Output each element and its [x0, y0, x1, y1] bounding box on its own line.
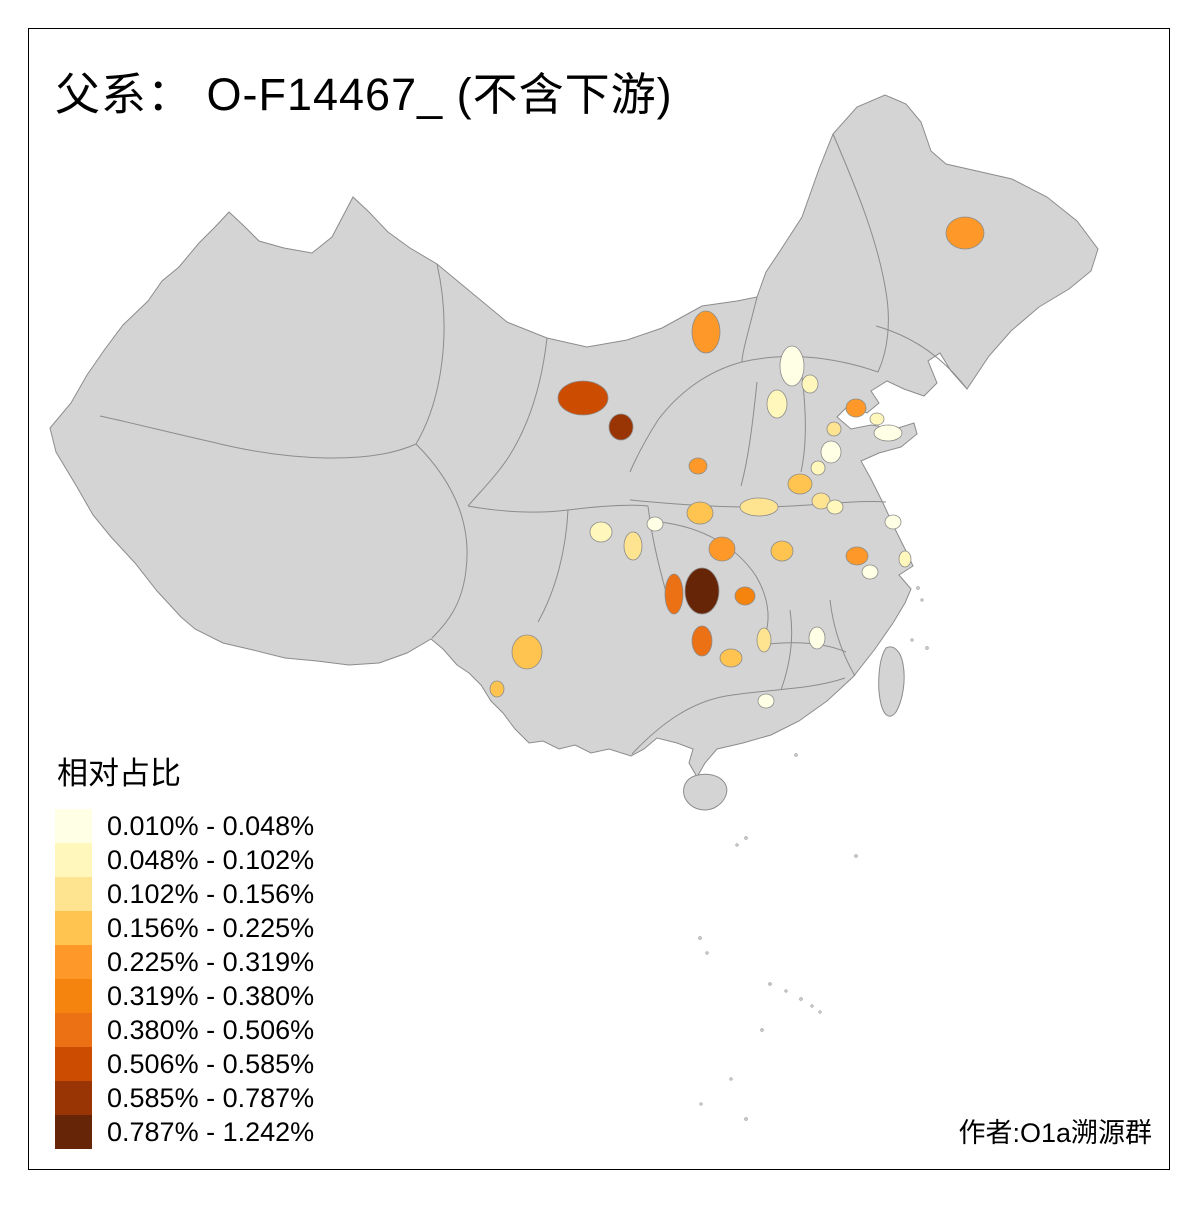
legend-row: 0.225% - 0.319% — [55, 945, 314, 979]
map-region — [608, 413, 634, 441]
legend-swatch — [55, 877, 92, 911]
map-region — [820, 440, 842, 464]
map-region — [808, 626, 826, 650]
legend-row: 0.156% - 0.225% — [55, 911, 314, 945]
map-region — [684, 567, 720, 615]
province-borders — [99, 133, 968, 755]
map-region — [826, 499, 844, 515]
legend-label: 0.380% - 0.506% — [107, 1014, 315, 1045]
legend-label: 0.156% - 0.225% — [107, 912, 315, 943]
map-region — [884, 514, 902, 530]
legend-title: 相对占比 — [57, 756, 181, 791]
legend-row: 0.787% - 1.242% — [55, 1115, 314, 1149]
legend-swatch — [55, 979, 92, 1013]
map-region — [869, 412, 885, 426]
map-region — [691, 310, 721, 354]
map-region — [826, 421, 842, 437]
legend-row: 0.319% - 0.380% — [55, 979, 314, 1013]
small-islands — [698, 586, 929, 1121]
map-region — [811, 492, 831, 510]
attribution: 作者:O1a溯源群 — [958, 1118, 1152, 1148]
taiwan-island — [878, 646, 905, 717]
map-region — [623, 531, 643, 561]
hainan-island — [683, 773, 728, 811]
map-region — [801, 374, 819, 394]
map-region — [589, 521, 613, 543]
legend-label: 0.787% - 1.242% — [107, 1116, 315, 1147]
legend-row: 0.048% - 0.102% — [55, 843, 314, 877]
legend-row: 0.585% - 0.787% — [55, 1081, 314, 1115]
legend-label: 0.506% - 0.585% — [107, 1048, 315, 1079]
map-region — [945, 216, 985, 250]
legend-swatch — [55, 911, 92, 945]
legend-swatch — [55, 1115, 92, 1149]
map-region — [873, 424, 903, 442]
legend: 相对占比 0.010% - 0.048% 0.048% - 0.102% 0.1… — [55, 748, 314, 1149]
map-region — [557, 380, 609, 416]
legend-label: 0.225% - 0.319% — [107, 946, 315, 977]
legend-row: 0.506% - 0.585% — [55, 1047, 314, 1081]
legend-swatch — [55, 945, 92, 979]
map-region — [686, 501, 714, 525]
map-region — [688, 457, 708, 475]
map-region — [787, 473, 813, 495]
legend-swatch — [55, 1047, 92, 1081]
legend-label: 0.010% - 0.048% — [107, 810, 315, 841]
map-region — [646, 516, 664, 532]
map-region — [756, 627, 772, 653]
legend-label: 0.102% - 0.156% — [107, 878, 315, 909]
map-region — [810, 460, 826, 476]
map-region — [489, 680, 505, 698]
legend-row: 0.010% - 0.048% — [55, 809, 314, 843]
map-region — [766, 389, 788, 419]
legend-label: 0.319% - 0.380% — [107, 980, 315, 1011]
legend-swatch — [55, 1081, 92, 1115]
legend-swatch — [55, 809, 92, 843]
map-region — [511, 634, 543, 670]
mainland-outline — [49, 94, 1099, 779]
map-region — [845, 546, 869, 566]
map-region — [770, 540, 794, 562]
map-region — [708, 536, 736, 562]
map-region — [861, 564, 879, 580]
map-region — [739, 497, 779, 517]
page-title: 父系： O-F14467_ (不含下游) — [55, 69, 673, 120]
legend-swatch — [55, 843, 92, 877]
legend-row: 0.380% - 0.506% — [55, 1013, 314, 1047]
legend-label: 0.048% - 0.102% — [107, 844, 315, 875]
map-region — [898, 550, 912, 568]
map-region — [691, 625, 713, 657]
map-region — [719, 648, 743, 668]
map-region — [734, 586, 756, 606]
highlighted-regions — [489, 216, 985, 709]
map-region — [757, 693, 775, 709]
legend-rows: 0.010% - 0.048% 0.048% - 0.102% 0.102% -… — [55, 809, 314, 1149]
legend-row: 0.102% - 0.156% — [55, 877, 314, 911]
map-region — [779, 345, 805, 387]
legend-label: 0.585% - 0.787% — [107, 1082, 315, 1113]
map-region — [845, 398, 867, 418]
map-region — [664, 573, 684, 615]
legend-swatch — [55, 1013, 92, 1047]
